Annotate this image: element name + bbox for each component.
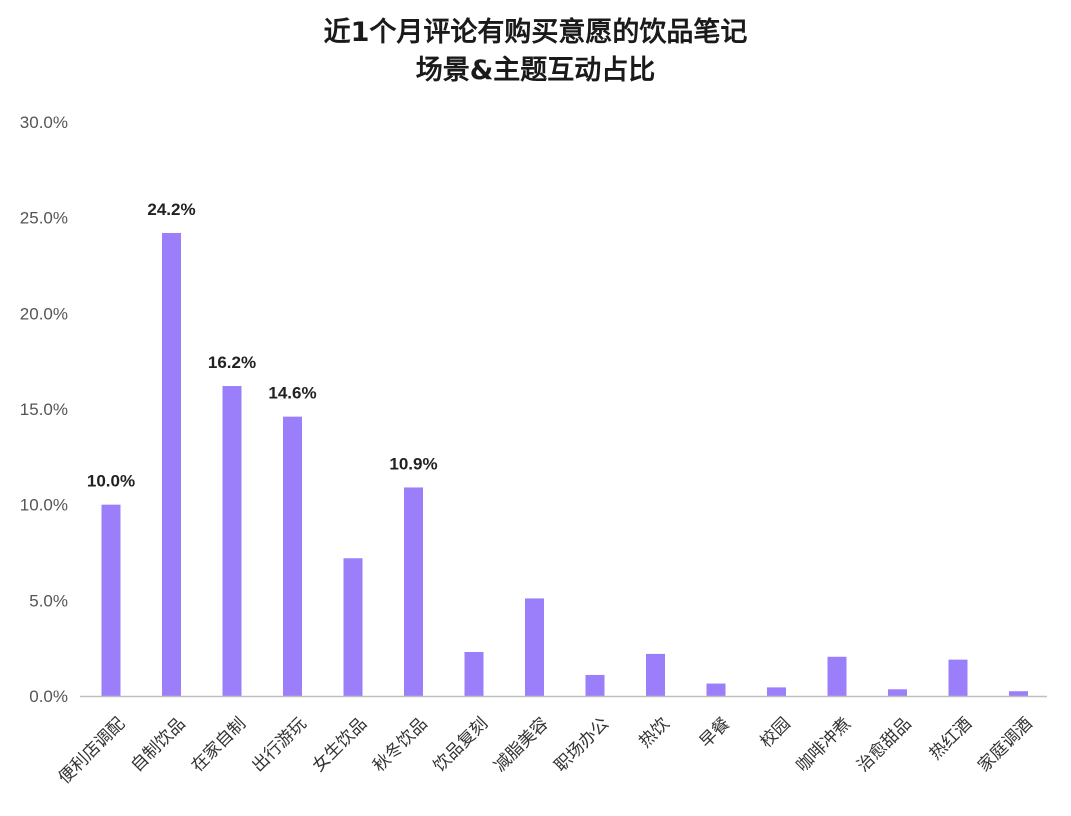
x-tick-label: 在家自制 (188, 714, 250, 776)
data-label: 10.9% (389, 454, 437, 473)
bar (888, 689, 907, 696)
bar (404, 487, 423, 696)
data-label: 10.0% (87, 472, 135, 491)
y-tick-label: 10.0% (20, 496, 68, 515)
bar (222, 386, 242, 696)
x-tick-label: 治愈甜品 (853, 714, 915, 776)
x-tick-label: 便利店调配 (55, 714, 129, 788)
bar (343, 558, 363, 696)
x-tick-label: 咖啡冲煮 (793, 714, 855, 776)
y-tick-label: 20.0% (20, 304, 68, 323)
bar (162, 232, 181, 696)
bar (283, 416, 302, 696)
x-tick-label: 早餐 (696, 714, 734, 752)
chart-title: 近1个月评论有购买意愿的饮品笔记 场景&主题互动占比 (0, 14, 1071, 90)
x-axis-ticks: 便利店调配自制饮品在家自制出行游玩女生饮品秋冬饮品饮品复刻减脂美容职场办公 热饮早… (55, 714, 1037, 788)
y-tick-label: 25.0% (20, 209, 68, 228)
x-tick-label: 热饮 (635, 714, 673, 752)
x-tick-label: 出行游玩 (248, 714, 310, 776)
bars (101, 232, 1028, 696)
x-tick-label: 自制饮品 (127, 714, 189, 776)
bar (1009, 691, 1028, 696)
bar (101, 504, 121, 696)
y-tick-label: 0.0% (29, 687, 68, 706)
bar (767, 687, 786, 696)
chart-title-line-2: 场景&主题互动占比 (415, 55, 656, 86)
bar (646, 653, 665, 696)
x-tick-label: 热红酒 (926, 714, 976, 764)
bar (706, 683, 726, 696)
y-tick-label: 15.0% (20, 400, 68, 419)
y-tick-label: 30.0% (20, 113, 68, 132)
y-tick-label: 5.0% (29, 591, 68, 610)
bar (827, 656, 847, 696)
x-tick-label: 秋冬饮品 (369, 714, 431, 776)
data-label: 14.6% (268, 384, 316, 403)
data-label: 24.2% (147, 200, 195, 219)
x-tick-label: 职场办公 (551, 714, 613, 776)
bar (585, 674, 605, 696)
chart-title-line-1: 近1个月评论有购买意愿的饮品笔记 (323, 17, 748, 48)
x-tick-label: 家庭调酒 (974, 714, 1036, 776)
bar (525, 598, 544, 696)
x-tick-label: 减脂美容 (490, 714, 552, 776)
x-tick-label: 女生饮品 (309, 714, 371, 776)
bar (948, 659, 968, 696)
x-tick-label: 校园 (756, 714, 794, 752)
x-tick-label: 饮品复刻 (430, 714, 492, 776)
y-axis-ticks: 0.0% 5.0% 10.0% 15.0% 20.0% 25.0% 30.0% (20, 113, 68, 706)
data-labels: 10.0% 24.2% 16.2% 14.6% 10.9% (87, 200, 438, 491)
bar (464, 651, 484, 696)
data-label: 16.2% (208, 353, 256, 372)
